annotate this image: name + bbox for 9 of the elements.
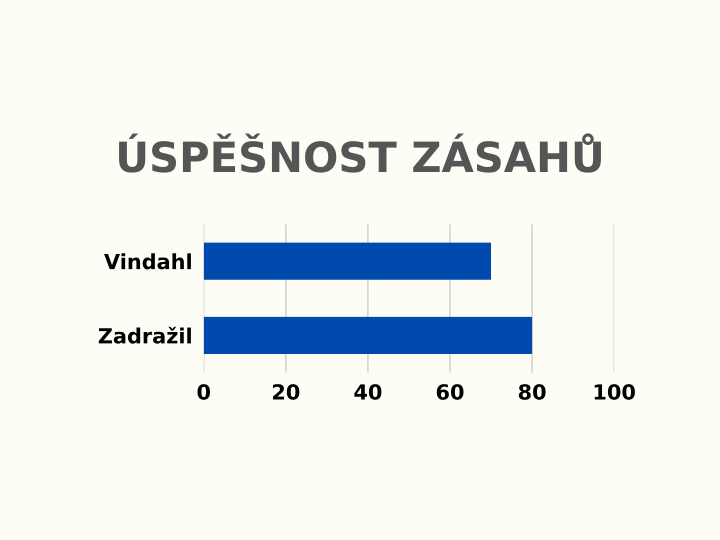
y-tick-label: Zadražil (98, 326, 191, 344)
x-tick-label: 80 (518, 384, 546, 400)
x-tick-label: 0 (198, 384, 210, 400)
x-tick-label: 100 (594, 384, 635, 400)
x-tick-label: 40 (354, 384, 382, 400)
x-tick-label: 20 (272, 384, 300, 400)
x-tick-label: 60 (436, 384, 464, 400)
y-tick-label: Vindahl (104, 253, 191, 270)
chart-title: ÚSPĚŠNOST ZÁSAHŮ (119, 133, 601, 173)
